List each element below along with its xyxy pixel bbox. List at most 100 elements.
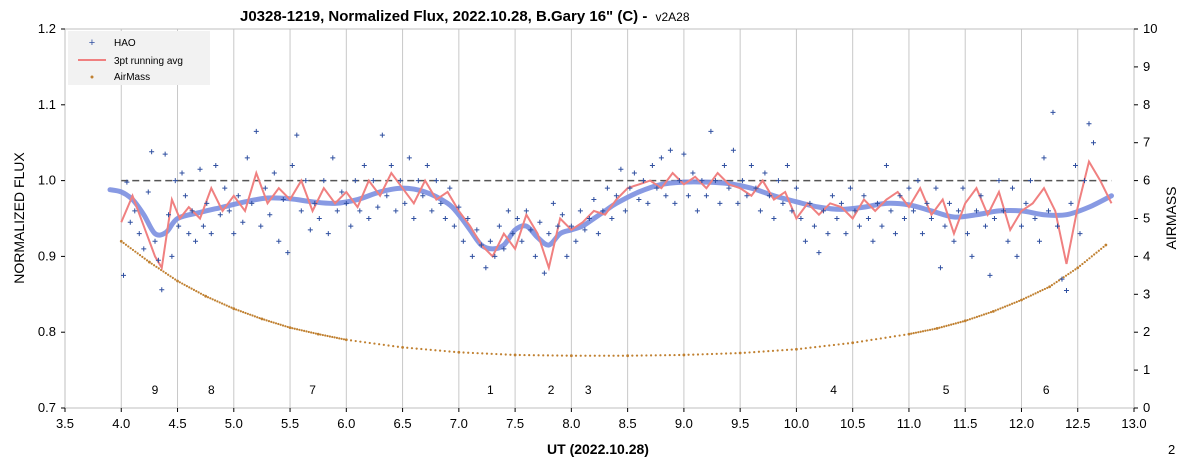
airmass-point <box>253 315 256 318</box>
airmass-point <box>1020 298 1023 302</box>
hao-point <box>366 216 372 221</box>
airmass-point <box>239 310 242 313</box>
airmass-point <box>401 345 404 349</box>
hao-point <box>307 227 313 233</box>
airmass-point <box>635 354 639 357</box>
hao-point <box>200 223 206 229</box>
airmass-point <box>724 352 728 355</box>
x-tick-label: 5.0 <box>225 416 243 431</box>
airmass-point <box>921 330 925 333</box>
x-tick-label: 6.0 <box>337 416 355 431</box>
airmass-point <box>706 353 709 356</box>
airmass-point <box>206 296 210 299</box>
airmass-point <box>715 352 718 355</box>
hao-point <box>793 185 799 191</box>
hao-point <box>189 208 195 214</box>
hao-point <box>618 166 624 172</box>
y2-tick-label: 0 <box>1143 400 1150 415</box>
airmass-point <box>310 331 313 334</box>
airmass-point <box>696 353 700 356</box>
hao-point <box>1063 288 1069 294</box>
airmass-point <box>324 334 327 337</box>
airmass-point <box>1057 279 1061 282</box>
annotation-label: 4 <box>830 383 837 397</box>
airmass-point <box>565 354 568 357</box>
airmass-point <box>943 325 946 328</box>
airmass-point <box>204 294 208 298</box>
airmass-point <box>202 293 205 297</box>
airmass-point <box>994 309 997 312</box>
airmass-point <box>924 329 927 332</box>
airmass-point <box>223 303 226 306</box>
airmass-point <box>767 350 770 353</box>
hao-point <box>330 155 336 161</box>
hao-point <box>577 208 583 214</box>
hao-point <box>924 200 930 206</box>
hao-point <box>631 170 637 176</box>
hao-point <box>298 208 304 214</box>
hao-point <box>213 162 219 168</box>
airmass-point <box>387 344 390 347</box>
x-axis-label: UT (2022.10.28) <box>547 441 649 457</box>
airmass-point <box>237 309 240 312</box>
hao-point <box>474 227 480 233</box>
chart-title: J0328-1219, Normalized Flux, 2022.10.28,… <box>240 8 690 25</box>
hao-point <box>780 200 786 206</box>
hao-point <box>735 200 741 206</box>
airmass-point <box>556 354 559 357</box>
hao-point <box>726 185 732 191</box>
airmass-point <box>321 333 324 337</box>
airmass-point <box>1003 305 1007 308</box>
x-tick-label: 7.5 <box>506 416 524 431</box>
hao-point <box>906 185 912 191</box>
hao-point <box>483 265 489 271</box>
airmass-point <box>743 351 746 354</box>
hao-point <box>748 162 754 168</box>
hao-point <box>343 200 349 206</box>
airmass-point <box>1029 294 1032 297</box>
airmass-point <box>392 344 395 348</box>
hao-point <box>271 170 277 176</box>
airmass-point <box>1069 271 1072 274</box>
x-tick-label: 8.5 <box>619 416 637 431</box>
hao-point <box>645 200 651 206</box>
airmass-point <box>912 332 915 335</box>
hao-point <box>384 193 390 199</box>
airmass-point <box>213 299 217 302</box>
airmass-point <box>368 341 371 345</box>
airmass-point <box>1055 280 1058 284</box>
hao-point <box>393 208 399 214</box>
hao-point <box>771 216 777 221</box>
hao-point <box>753 185 759 191</box>
hao-point <box>550 200 556 206</box>
hao-point <box>1068 200 1074 206</box>
airmass-point <box>406 346 409 349</box>
y-axis-label: NORMALIZED FLUX <box>11 152 27 284</box>
hao-point <box>339 189 345 195</box>
hao-point <box>1009 185 1015 191</box>
x-tick-label: 11.0 <box>897 416 921 431</box>
airmass-point <box>996 308 1000 311</box>
airmass-point <box>898 334 901 337</box>
y2-tick-label: 6 <box>1143 173 1150 188</box>
airmass-point <box>603 354 606 357</box>
airmass-point <box>462 351 465 354</box>
airmass-point <box>303 329 306 332</box>
hao-point <box>267 212 273 218</box>
hao-point <box>379 132 385 138</box>
airmass-point <box>138 254 142 257</box>
airmass-point <box>837 343 840 346</box>
hao-point <box>708 128 714 134</box>
airmass-point <box>1008 303 1011 306</box>
airmass-point <box>851 341 855 345</box>
airmass-point <box>790 348 793 351</box>
hao-point <box>969 253 975 259</box>
hao-point <box>973 208 979 214</box>
airmass-point <box>183 283 186 286</box>
airmass-point <box>300 329 303 332</box>
hao-point <box>537 219 543 225</box>
airmass-point <box>985 312 988 315</box>
airmass-point <box>195 290 198 293</box>
hao-point <box>622 208 628 214</box>
x-tick-label: 9.5 <box>731 416 749 431</box>
